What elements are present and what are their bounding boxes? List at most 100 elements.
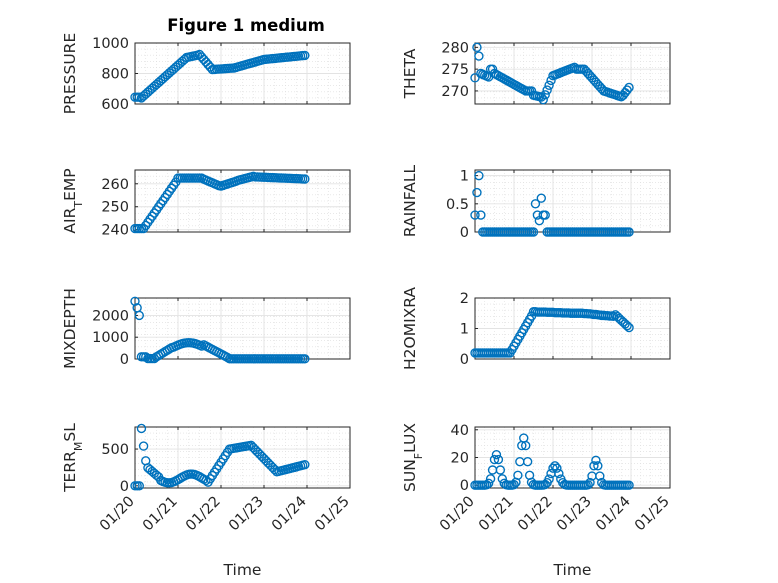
data-point — [554, 468, 564, 479]
data-point — [583, 480, 593, 490]
x-axis-label: Time — [223, 561, 262, 579]
panel-pressure: 600 800 1000 PRESSURE — [61, 33, 351, 115]
x-tick-label: 01/20 — [97, 494, 138, 535]
data-point — [589, 461, 599, 471]
data-point — [489, 454, 500, 465]
y-axis-label: TERRMSL — [61, 423, 85, 493]
data-point — [300, 354, 310, 364]
data-point — [530, 199, 541, 209]
data-point — [495, 465, 506, 475]
data-point — [522, 456, 533, 467]
panel-terr: 0 500 TERRMSL 01/20 01/21 01/22 01/23 01/24 01/2… — [61, 423, 353, 579]
data-point — [300, 50, 310, 61]
data-point — [474, 170, 484, 181]
y-axis-label: MIXDEPTH — [61, 288, 79, 369]
data-point — [493, 454, 504, 465]
data-point — [483, 478, 494, 489]
y-tick-label: 40 — [451, 423, 469, 439]
panel-theta: 270 275 280 THETA — [401, 40, 671, 105]
data-point — [519, 433, 529, 443]
data-point — [538, 94, 548, 105]
data-point — [134, 481, 145, 491]
data-point — [540, 90, 550, 100]
x-tick-label: 01/21 — [140, 494, 181, 535]
data-point — [300, 174, 310, 184]
data-point — [544, 80, 554, 90]
data-point — [622, 321, 632, 331]
data-point — [622, 85, 632, 95]
figure-title: Figure 1 medium — [167, 16, 325, 35]
x-tick-label: 01/25 — [312, 494, 353, 535]
data-point — [472, 187, 482, 198]
data-point — [487, 465, 498, 475]
y-tick-label: 2 — [460, 291, 469, 307]
data-point — [542, 85, 552, 95]
x-axis-label: Time — [553, 561, 592, 579]
panel-h2omixra: 0 1 2 H2OMIXRA — [401, 287, 671, 370]
y-axis-label: RAINFALL — [401, 164, 419, 237]
data-point — [201, 475, 211, 486]
data-point — [608, 311, 619, 321]
x-tick-label: 01/23 — [226, 494, 267, 535]
data-point — [595, 471, 605, 481]
data-point — [136, 423, 147, 434]
panel-rainfall: 0 0.5 1 RAINFALL — [401, 164, 671, 241]
y-tick-label: 800 — [101, 67, 129, 83]
x-tick-label: 01/25 — [632, 494, 673, 535]
x-tick-label: 01/24 — [593, 494, 634, 535]
data-point — [474, 51, 484, 61]
data-point — [521, 440, 531, 451]
data-point — [491, 450, 502, 460]
data-point — [300, 459, 310, 470]
data-point — [515, 456, 525, 467]
y-tick-label: 0.5 — [446, 197, 469, 213]
y-tick-label: 0 — [120, 352, 129, 368]
data-point — [624, 227, 634, 237]
data-point — [509, 479, 519, 490]
y-axis-label: PRESSURE — [61, 33, 79, 115]
panel-mixdepth: 0 1000 2000 MIXDEPTH — [61, 288, 351, 369]
y-axis-label: SUNFLUX — [401, 423, 425, 492]
y-axis-label: THETA — [401, 48, 419, 99]
data-point — [624, 322, 634, 333]
y-tick-label: 1000 — [92, 36, 129, 52]
y-tick-label: 270 — [441, 84, 469, 100]
axes-box — [134, 426, 351, 489]
data-point — [138, 441, 149, 451]
y-tick-label: 280 — [441, 40, 469, 56]
data-point — [222, 352, 233, 363]
data-point — [470, 210, 480, 220]
x-tick-label: 01/24 — [269, 494, 310, 535]
data-point — [134, 310, 145, 321]
y-tick-label: 250 — [101, 200, 129, 216]
y-tick-label: 260 — [101, 177, 129, 193]
y-tick-label: 1 — [460, 169, 469, 185]
panel-air: 240 250 260 AIRTEMP — [61, 168, 351, 239]
y-tick-label: 0 — [120, 479, 129, 495]
y-tick-label: 20 — [451, 451, 469, 467]
data-point — [485, 474, 496, 484]
data-point — [540, 210, 550, 220]
x-tick-label: 01/21 — [476, 494, 517, 535]
y-tick-label: 275 — [441, 62, 469, 78]
y-tick-label: 240 — [101, 223, 129, 239]
data-point — [141, 352, 151, 362]
y-tick-label: 600 — [101, 97, 129, 113]
y-tick-label: 500 — [101, 442, 129, 458]
y-tick-label: 2000 — [92, 308, 129, 324]
data-point — [548, 463, 558, 473]
data-point — [513, 470, 523, 481]
x-tick-label: 01/22 — [183, 494, 224, 535]
data-point — [476, 210, 486, 220]
y-axis-label: AIRTEMP — [61, 168, 85, 233]
data-point — [593, 461, 603, 471]
y-tick-label: 1 — [460, 322, 469, 338]
x-tick-label: 01/22 — [515, 494, 556, 535]
data-point — [585, 477, 595, 488]
data-point — [544, 474, 554, 484]
y-tick-label: 0 — [460, 478, 469, 494]
data-point — [624, 82, 634, 93]
data-point — [550, 461, 560, 471]
data-point — [536, 193, 546, 203]
